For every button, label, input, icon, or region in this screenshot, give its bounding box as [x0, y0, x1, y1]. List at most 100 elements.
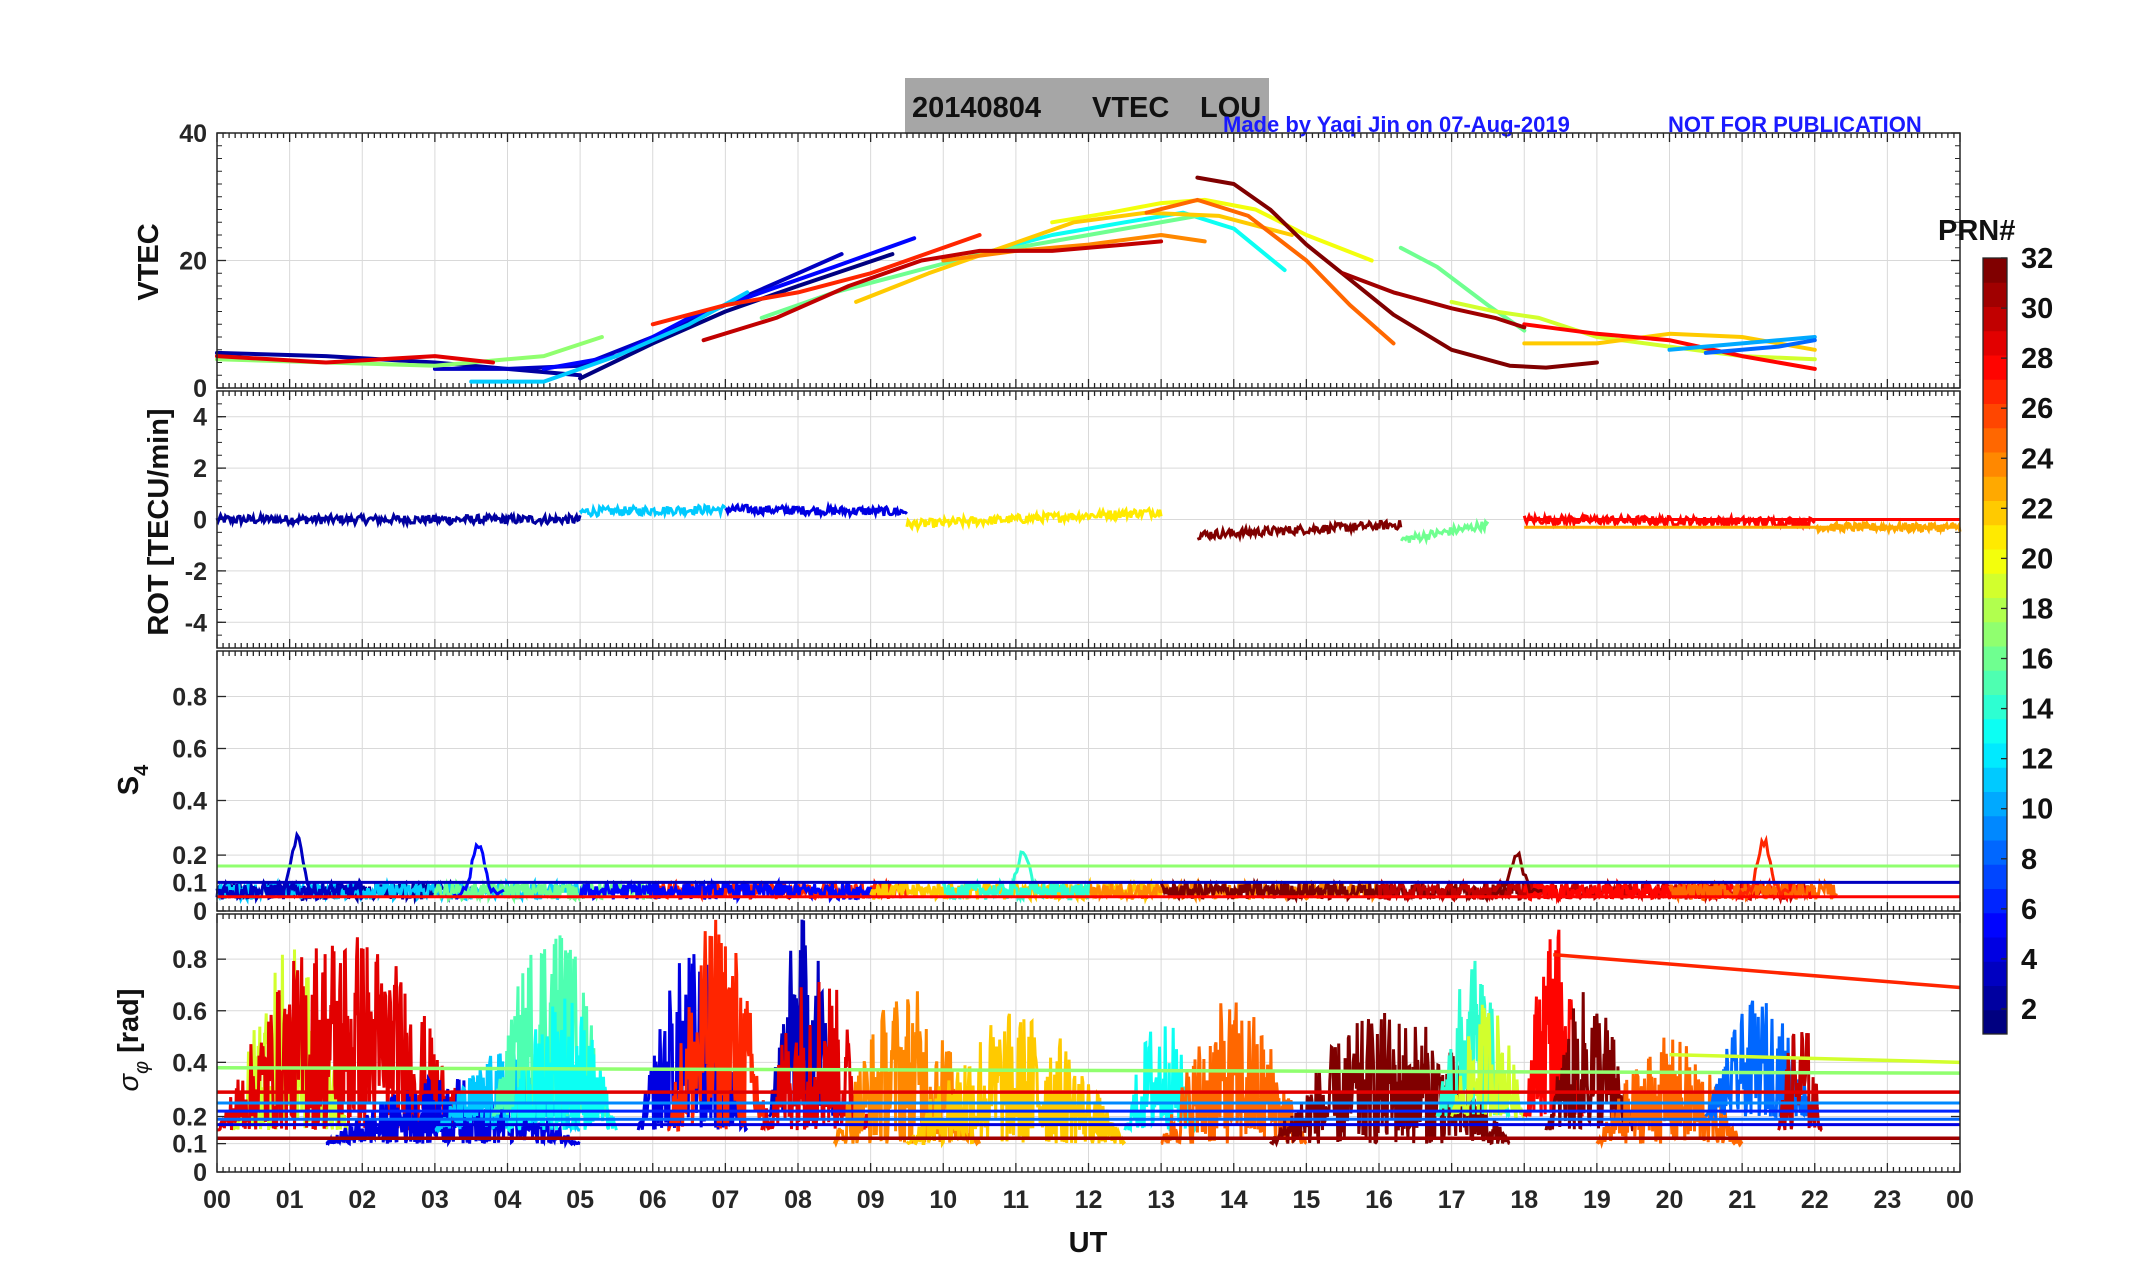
colorbar-tick-label: 30	[2021, 293, 2053, 325]
colorbar-swatch	[1983, 767, 2007, 792]
x-tick-label: 22	[1801, 1186, 1829, 1214]
tick-marks	[216, 914, 1961, 1173]
colorbar-swatch	[1983, 258, 2007, 283]
colorbar-tick-label: 8	[2021, 844, 2037, 876]
colorbar-swatch	[1983, 670, 2007, 695]
y-tick-label: 0.6	[172, 998, 207, 1026]
vtec-series-prn-20	[1050, 197, 1374, 263]
svg-text:S4: S4	[113, 764, 153, 795]
colorbar-swatch	[1983, 694, 2007, 720]
s4-peak-prn-3	[270, 830, 324, 898]
colorbar-tick-label: 32	[2021, 243, 2053, 275]
vtec-series-prn-28	[1522, 322, 1817, 371]
vtec-series-prn-2	[215, 350, 583, 378]
title-date: 20140804	[912, 92, 1041, 124]
y-tick-label: 0.8	[172, 946, 207, 974]
colorbar-tick-label: 10	[2021, 794, 2053, 826]
y-tick-label: 0	[193, 375, 207, 403]
colorbar-title: PRN#	[1938, 215, 2015, 247]
colorbar-swatch	[1983, 912, 2007, 938]
sigma-trace-prn-32	[1544, 992, 1634, 1132]
rot-series-prn-21	[905, 505, 1163, 534]
colorbar-tick-label: 26	[2021, 393, 2053, 425]
colorbar-frame	[1982, 257, 2008, 1035]
vtec-series-prn-8	[1703, 338, 1817, 355]
s4-trace-prn-14	[941, 877, 1090, 904]
colorbar-swatch	[1983, 282, 2007, 307]
vtec-series-prn-24	[941, 233, 1207, 263]
colorbar-swatch	[1983, 524, 2007, 550]
colorbar-swatch	[1983, 379, 2007, 404]
y-tick-label: 0.1	[172, 1131, 207, 1159]
colorbar-swatch	[1983, 1009, 2007, 1035]
colorbar-swatch	[1983, 330, 2007, 356]
tick-marks	[216, 391, 1961, 648]
rot-series-prn-2	[215, 509, 582, 529]
colorbar-swatch	[1983, 815, 2007, 841]
s4-trace-prn-32	[1159, 877, 1526, 904]
y-tick-label: 0.6	[172, 736, 207, 764]
colorbar-swatch	[1983, 355, 2007, 380]
x-tick-label: 00	[203, 1186, 231, 1214]
colorbar-swatch	[1983, 452, 2007, 477]
y-tick-label: -2	[185, 558, 207, 586]
rot-series-prn-4	[724, 500, 908, 520]
colorbar-tick-label: 22	[2021, 493, 2053, 525]
x-tick-label: 11	[1003, 1186, 1030, 1214]
colorbar-tick-label: 24	[2021, 443, 2053, 475]
colorbar-tick-label: 2	[2021, 994, 2037, 1026]
x-tick-label: 18	[1510, 1186, 1538, 1214]
colorbar-tick-label: 4	[2021, 944, 2037, 976]
colorbar-swatch	[1983, 621, 2007, 647]
y-tick-label: 0	[193, 898, 207, 926]
sigma-ylabel: σφ [rad]	[113, 988, 153, 1091]
panel-rot: -4 -2 0 2 4	[185, 390, 1962, 649]
rot-ylabel: ROT [TECU/min]	[143, 408, 175, 635]
axes-box	[216, 132, 1961, 389]
colorbar-tick-label: 20	[2021, 543, 2053, 575]
colorbar-tick-label: 14	[2021, 694, 2053, 726]
colorbar-swatch	[1983, 597, 2007, 623]
y-tick-label: 40	[179, 120, 207, 148]
svg-text:σφ [rad]: σφ [rad]	[113, 988, 153, 1091]
axes-box	[216, 913, 1961, 1173]
y-tick-label: 20	[179, 248, 207, 276]
s4-trace-prn-3	[215, 877, 364, 904]
xlabel-ut: UT	[1069, 1227, 1108, 1259]
s4-trace-prn-5	[578, 876, 873, 905]
colorbar-swatch	[1983, 743, 2007, 768]
sigma-trend-prn-17	[216, 1066, 1961, 1075]
x-tick-label: 01	[276, 1186, 304, 1214]
colorbar-swatch	[1983, 937, 2007, 962]
colorbar-swatch	[1983, 427, 2007, 453]
vtec-series-prn-16	[1398, 245, 1527, 333]
y-tick-label: 0.8	[172, 684, 207, 712]
y-tick-label: 0.4	[172, 1049, 207, 1077]
vtec-series-prn-16	[759, 213, 1200, 320]
x-tick-label: 21	[1728, 1186, 1756, 1214]
colorbar-swatch	[1983, 985, 2007, 1011]
colorbar-swatch	[1983, 549, 2007, 574]
vtec-series-prn-30	[701, 239, 1164, 343]
x-tick-label: 15	[1292, 1186, 1320, 1214]
x-tick-label: 10	[929, 1186, 957, 1214]
s4-peak-prn-14	[997, 850, 1049, 899]
vtec-series-prn-13	[977, 210, 1287, 273]
vtec-series-prn-11	[469, 290, 750, 384]
vtec-series-prn-29	[215, 354, 495, 365]
vtec-series-prn-1	[578, 252, 895, 381]
x-tick-label: 02	[348, 1186, 376, 1214]
colorbar-swatch	[1983, 961, 2007, 986]
s4-ylabel: S4	[113, 764, 153, 795]
x-tick-label: 08	[784, 1186, 812, 1214]
panel-sigma-phi: 00.10.2 0.4 0.6 0.8 00 01 02 03 04 05 06 07 08 09 10 11…	[172, 913, 1974, 1214]
x-tick-label: 17	[1438, 1186, 1466, 1214]
colorbar-swatch	[1983, 840, 2007, 865]
x-tick-label: 04	[494, 1186, 522, 1214]
colorbar-tick-label: 28	[2021, 343, 2053, 375]
colorbar-swatch	[1983, 403, 2007, 429]
colorbar-swatch	[1983, 500, 2007, 526]
sigma-trend-prn-19	[1669, 1052, 1961, 1065]
sigma-trace-prn-25	[1595, 1037, 1744, 1149]
